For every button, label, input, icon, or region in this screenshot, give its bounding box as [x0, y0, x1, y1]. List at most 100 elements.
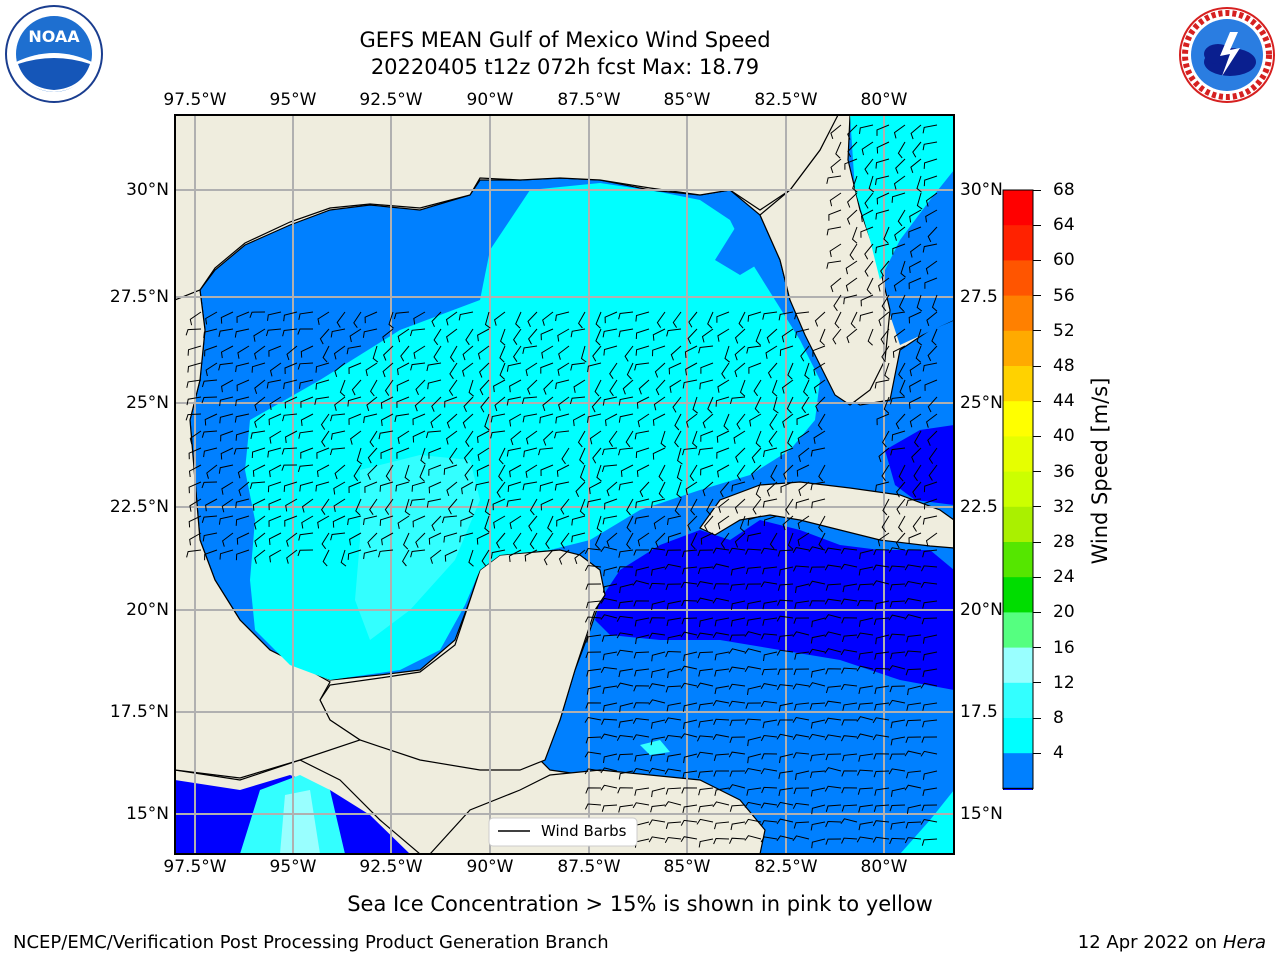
wind-barb	[909, 413, 922, 428]
wind-barb	[353, 464, 362, 482]
wind-barb	[650, 719, 666, 729]
wind-barb	[895, 413, 906, 430]
wind-barb	[856, 632, 874, 639]
colorbar-bin	[1003, 718, 1033, 754]
lat-label-right: 15°N	[960, 804, 1003, 824]
map-area	[175, 115, 954, 854]
wind-barb	[634, 617, 650, 627]
wind-barb	[714, 685, 730, 695]
wind-barb	[602, 685, 618, 695]
wind-barb	[569, 396, 586, 405]
wind-barb	[906, 770, 922, 779]
wind-barb	[634, 430, 650, 440]
wind-barb	[592, 447, 602, 464]
wind-barb	[378, 430, 394, 440]
wind-barb	[889, 685, 906, 693]
lon-label-top: 95°W	[269, 90, 317, 110]
wind-barb	[922, 702, 938, 711]
wind-barb	[618, 481, 634, 491]
wind-barb	[500, 328, 506, 346]
lon-label-bottom: 80°W	[860, 857, 908, 877]
wind-barb	[787, 430, 794, 448]
wind-barb	[443, 532, 458, 543]
wind-barb	[878, 447, 890, 463]
wind-barb	[254, 379, 266, 394]
wind-barb	[249, 481, 266, 489]
wind-barb	[889, 753, 906, 760]
wind-barb	[205, 498, 218, 512]
wind-barb	[751, 464, 762, 480]
wind-barb	[299, 481, 314, 492]
wind-barb	[712, 801, 730, 808]
wind-barb	[284, 515, 298, 527]
wind-barb	[425, 430, 442, 439]
wind-barb	[898, 464, 906, 482]
wind-barb	[606, 532, 618, 548]
wind-barb	[777, 599, 794, 606]
wind-barb	[777, 668, 794, 676]
wind-barb	[912, 141, 922, 158]
wind-barb	[283, 481, 298, 492]
wind-barb	[858, 753, 874, 762]
wind-barb	[698, 787, 714, 796]
wind-barb	[746, 532, 762, 542]
wind-barb	[744, 666, 762, 672]
wind-barb	[857, 787, 874, 795]
wind-barb	[547, 515, 554, 533]
wind-barb	[632, 802, 650, 809]
colorbar-bin	[1003, 366, 1033, 402]
wind-barb	[922, 600, 938, 609]
wind-barb	[840, 598, 858, 605]
wind-barb	[923, 158, 938, 169]
wind-barb	[922, 787, 938, 797]
wind-barb	[864, 243, 874, 260]
lon-label-bottom: 92.5°W	[359, 857, 423, 877]
wind-barb	[781, 328, 794, 343]
wind-barb	[888, 614, 906, 621]
wind-barb	[905, 668, 922, 676]
wind-barb	[881, 345, 890, 363]
wind-barb	[234, 328, 250, 338]
wind-barb	[890, 311, 906, 320]
wind-barb	[793, 668, 810, 676]
wind-barb	[825, 820, 842, 828]
wind-barb	[818, 532, 826, 550]
caribbean-water	[595, 520, 954, 690]
wind-barb	[404, 464, 411, 482]
wind-barb	[388, 311, 394, 329]
wind-barb	[237, 464, 250, 479]
wind-barb	[665, 650, 682, 658]
wind-barb	[600, 666, 618, 673]
wind-barb	[415, 379, 426, 396]
colorbar-bin	[1003, 401, 1033, 437]
wind-barb	[825, 804, 842, 812]
wind-barb	[330, 532, 346, 541]
wind-barb	[810, 753, 826, 762]
wind-barb	[632, 767, 650, 774]
wind-barb	[888, 565, 906, 572]
wind-barb	[254, 413, 266, 428]
wind-barb	[667, 515, 682, 525]
wind-barb	[841, 787, 858, 794]
wind-barb	[850, 311, 858, 329]
colorbar-tick-mark	[1033, 435, 1041, 437]
wind-barb	[355, 498, 362, 516]
wind-barb	[875, 243, 890, 254]
wind-barb	[852, 175, 858, 193]
wind-barb	[922, 668, 938, 678]
wind-barb	[300, 396, 314, 408]
wind-barb	[254, 532, 266, 548]
wind-barb	[922, 515, 938, 525]
wind-barb	[904, 580, 922, 587]
wind-barb	[696, 581, 714, 587]
wind-barb	[618, 413, 634, 423]
wind-barb	[665, 583, 682, 591]
wind-barb	[797, 532, 810, 547]
wind-barb	[873, 667, 890, 675]
wind-barb	[874, 379, 890, 389]
wind-barb	[297, 464, 314, 473]
wind-barb	[841, 719, 858, 726]
wind-barb	[379, 481, 394, 492]
wind-barb	[826, 226, 842, 236]
wind-barb	[912, 481, 922, 498]
